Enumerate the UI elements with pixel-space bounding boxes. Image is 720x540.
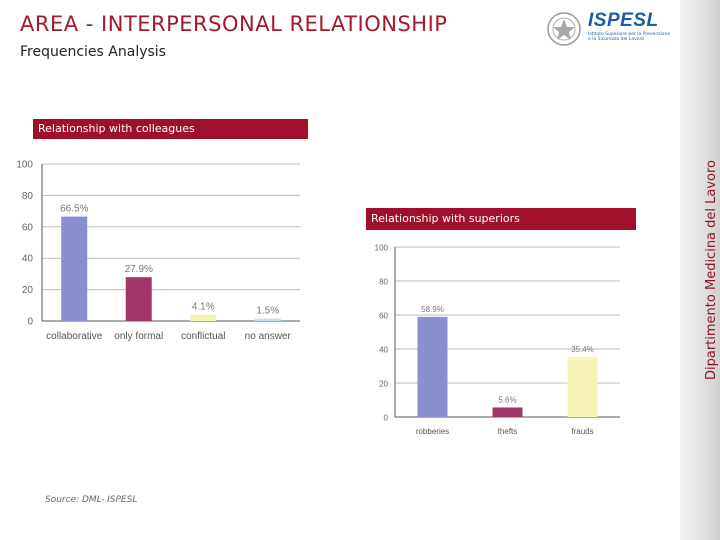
ispesl-logo: ISPESL Istituto Superiore per la Prevenz… — [544, 10, 672, 48]
y-tick-label: 100 — [16, 160, 33, 171]
x-tick-label: only formal — [114, 331, 163, 342]
bar — [417, 316, 448, 417]
y-tick-label: 40 — [379, 346, 388, 355]
y-tick-label: 0 — [384, 414, 389, 423]
logo-name: ISPESL — [588, 10, 659, 31]
source-note: Source: DML- ISPESL — [45, 495, 138, 505]
y-tick-label: 80 — [22, 191, 34, 202]
bar — [125, 277, 152, 321]
x-tick-label: robberies — [416, 427, 449, 436]
bar — [567, 356, 598, 417]
data-label: 35.4% — [571, 345, 594, 354]
chart-title-superiors: Relationship with superiors — [366, 208, 636, 230]
y-tick-label: 0 — [27, 317, 33, 328]
y-tick-label: 40 — [22, 254, 34, 265]
y-tick-label: 80 — [379, 278, 388, 287]
y-tick-label: 20 — [379, 380, 388, 389]
side-bar-label: Dipartimento Medicina del Lavoro — [704, 159, 719, 380]
bar — [190, 314, 217, 321]
data-label: 4.1% — [192, 302, 215, 313]
y-tick-label: 20 — [22, 285, 34, 296]
data-label: 1.5% — [256, 306, 279, 317]
data-label: 5.6% — [498, 395, 516, 404]
chart-superiors: 0 20 40 60 80 100 58.9% robberies 5.6% thefts 35.4… — [375, 244, 620, 436]
logo-tagline: Istituto Superiore per la Prevenzione e … — [588, 32, 671, 42]
bar — [61, 216, 88, 321]
y-tick-label: 100 — [375, 244, 389, 253]
x-tick-label: collaborative — [46, 331, 103, 342]
data-label: 27.9% — [125, 264, 153, 275]
y-tick-label: 60 — [22, 222, 34, 233]
x-tick-label: conflictual — [181, 331, 225, 342]
data-label: 58.9% — [421, 305, 444, 314]
x-tick-label: thefts — [498, 427, 518, 436]
x-tick-label: frauds — [571, 427, 593, 436]
page-subtitle: Frequencies Analysis — [20, 44, 166, 60]
y-tick-label: 60 — [379, 312, 388, 321]
chart-title-colleagues: Relationship with colleagues — [33, 119, 308, 139]
emblem-icon — [547, 12, 581, 46]
chart-colleagues: 0 20 40 60 80 100 66.5% collaborative 27.9% only … — [16, 160, 300, 342]
page-title: AREA - INTERPERSONAL RELATIONSHIP — [20, 12, 448, 36]
bar — [492, 407, 523, 417]
bar — [254, 318, 281, 321]
x-tick-label: no answer — [245, 331, 292, 342]
side-bar — [680, 0, 720, 540]
data-label: 66.5% — [60, 204, 88, 215]
